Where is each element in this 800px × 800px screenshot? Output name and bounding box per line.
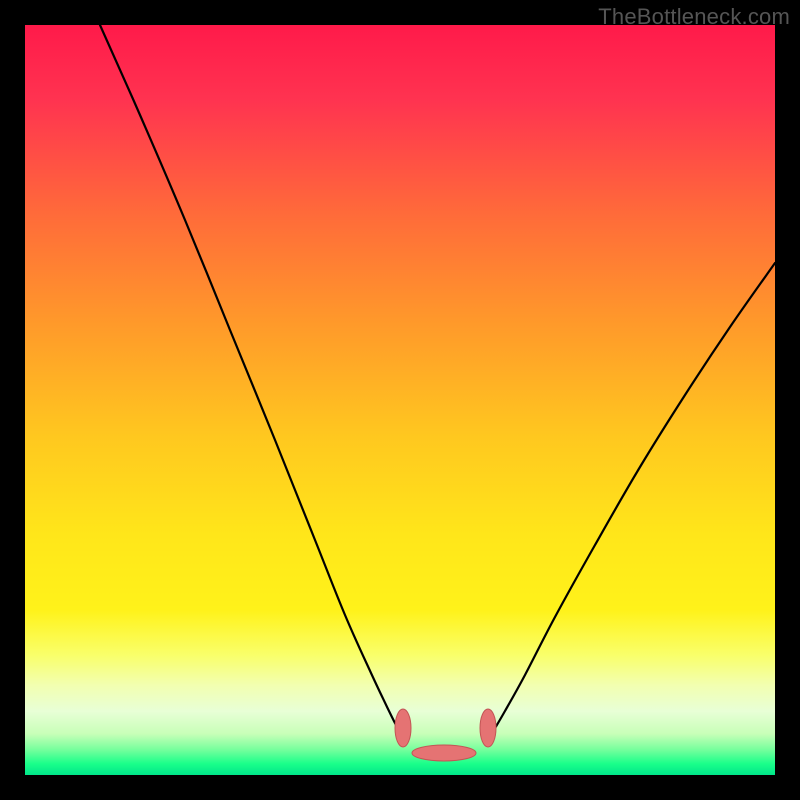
- plot-area: [25, 25, 775, 775]
- gradient-background: [25, 25, 775, 775]
- watermark-text: TheBottleneck.com: [598, 4, 790, 30]
- chart-svg: [25, 25, 775, 775]
